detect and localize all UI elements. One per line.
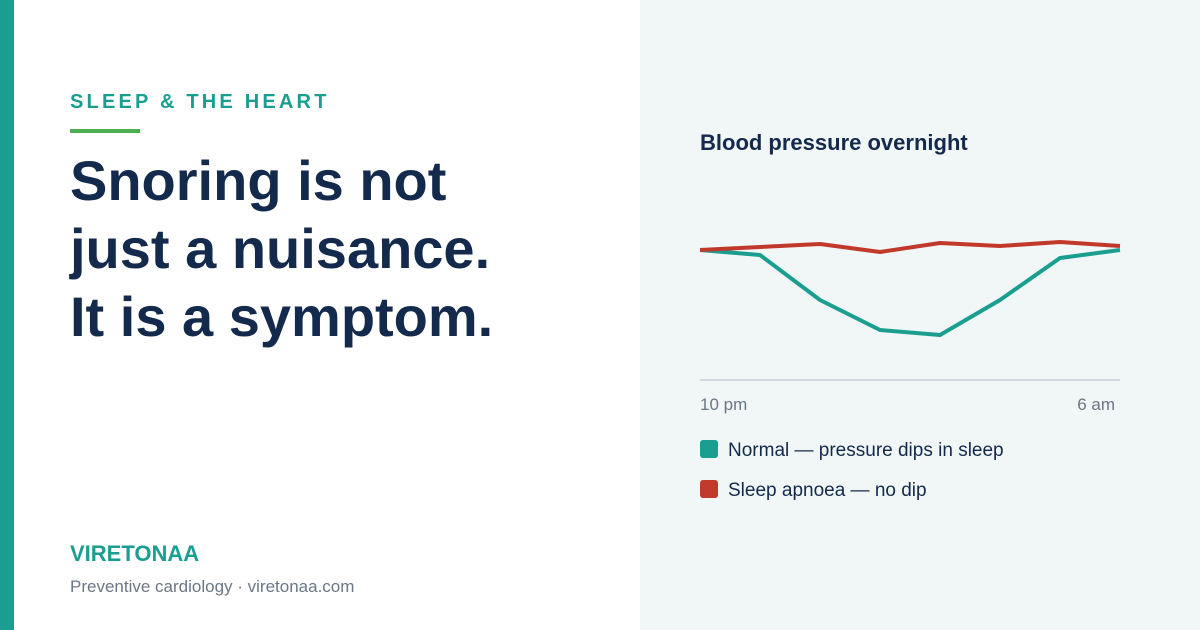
headline-line: Snoring is not xyxy=(70,149,446,212)
x-tick-label: 10 pm xyxy=(700,395,747,414)
rule xyxy=(70,129,140,133)
legend-label: Sleep apnoea — no dip xyxy=(728,480,927,501)
brand: VIRETONAA xyxy=(70,541,199,566)
eyebrow: SLEEP & THE HEART xyxy=(70,91,330,113)
legend-swatch xyxy=(700,440,718,458)
left-panel xyxy=(0,0,640,630)
x-tick-label: 6 am xyxy=(1077,395,1115,414)
series-line xyxy=(699,240,1121,254)
accent-bar xyxy=(0,0,14,630)
legend-swatch xyxy=(700,480,718,498)
series-line xyxy=(699,248,1121,337)
legend-label: Normal — pressure dips in sleep xyxy=(728,440,1004,461)
tagline: Preventive cardiology · viretonaa.com xyxy=(70,577,354,596)
chart-title: Blood pressure overnight xyxy=(700,130,968,155)
headline-line: just a nuisance. xyxy=(69,217,490,280)
right-panel xyxy=(640,0,1200,630)
headline-line: It is a symptom. xyxy=(70,285,493,348)
